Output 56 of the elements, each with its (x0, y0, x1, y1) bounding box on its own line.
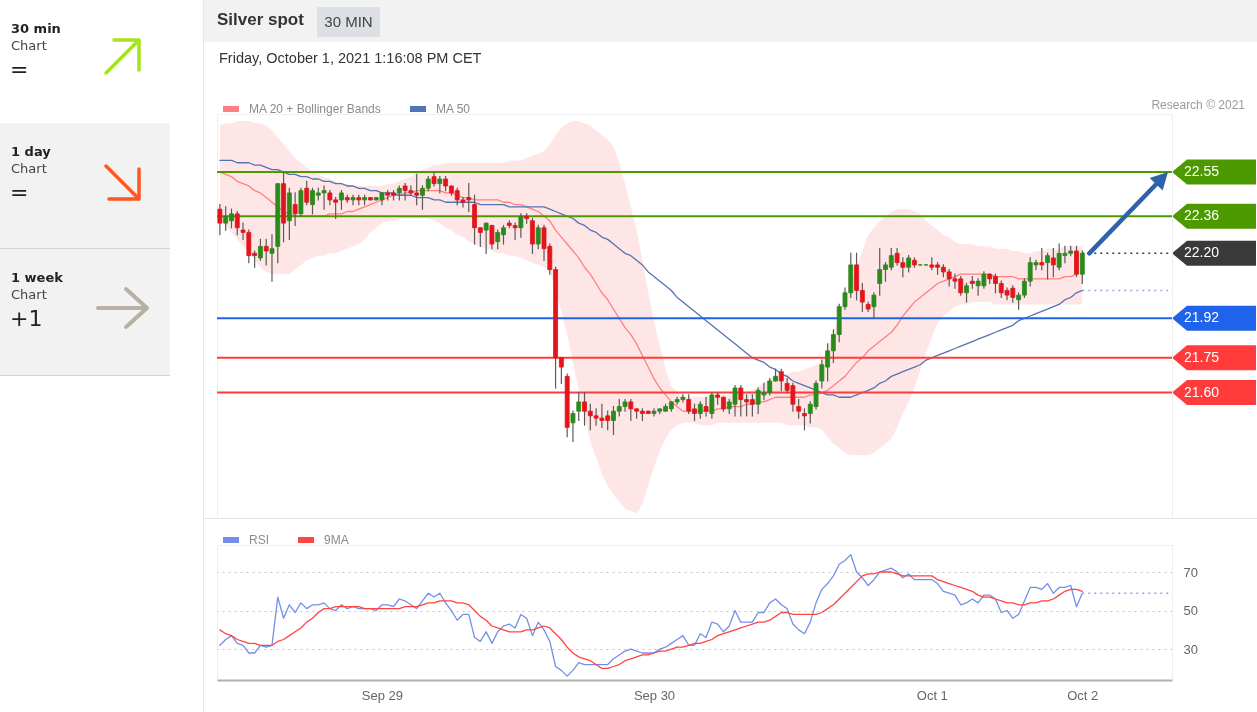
chart-subtitle: Friday, October 1, 2021 1:16:08 PM CET (219, 50, 482, 66)
card: 1 week Chart +1 (0, 248, 170, 376)
legend-label: MA 20 + Bollinger Bands (249, 102, 381, 116)
candlestick (703, 396, 709, 417)
ref-line-label: 22.36 (1184, 207, 1220, 224)
chart-title: Silver spot (217, 10, 304, 30)
candlestick (1045, 252, 1050, 280)
candlestick (234, 210, 240, 236)
x-tick-label: Oct 1 (916, 687, 948, 703)
candlestick (865, 301, 871, 312)
x-tick-label: Oct 2 (1067, 687, 1099, 703)
candlestick (778, 368, 784, 391)
candlestick (871, 292, 877, 319)
candlestick (1039, 248, 1045, 271)
candlestick (298, 187, 304, 217)
legend-label: MA 50 (436, 102, 471, 116)
candlestick (292, 192, 298, 227)
candlestick (339, 190, 344, 210)
ref-line-label: 22.55 (1184, 163, 1220, 180)
ref-line-label: 21.60 (1184, 383, 1220, 400)
x-tick-label: Sep 30 (633, 687, 676, 703)
candlestick (217, 203, 223, 236)
y-tick-label: 30 (1183, 641, 1198, 657)
ref-line-label: 21.75 (1184, 348, 1220, 365)
candlestick (530, 217, 535, 254)
candlestick (1050, 248, 1056, 278)
candlestick (518, 213, 524, 238)
candlestick (483, 222, 489, 254)
text: Research © 2021 (1151, 98, 1245, 112)
candlestick (796, 398, 802, 419)
y-tick-label: 50 (1183, 603, 1198, 619)
candlestick (1074, 245, 1079, 278)
candlestick (964, 282, 969, 303)
line-series (219, 553, 1083, 677)
candlestick (570, 410, 576, 442)
legend-label: RSI (249, 533, 270, 547)
ref-line-label: 22.20 (1184, 244, 1220, 261)
candlestick (576, 392, 582, 422)
candlestick (489, 224, 495, 250)
line-series (219, 571, 1083, 670)
candlestick (535, 224, 541, 250)
candlestick (350, 194, 356, 206)
ref-line-label: 21.92 (1184, 309, 1220, 326)
candlestick (269, 234, 275, 282)
card: 1 day Chart = (0, 123, 170, 248)
candlestick (709, 392, 715, 419)
y-tick-label: 70 (1183, 564, 1198, 580)
candlestick (1079, 250, 1085, 285)
candlestick (431, 171, 437, 187)
candlestick (802, 408, 807, 431)
x-tick-label: Sep 29 (361, 687, 404, 703)
legend-label: 9MA (324, 533, 349, 547)
candlestick (263, 238, 269, 266)
candlestick (304, 180, 310, 206)
candlestick (258, 238, 263, 261)
text: 30 MIN (317, 7, 380, 37)
